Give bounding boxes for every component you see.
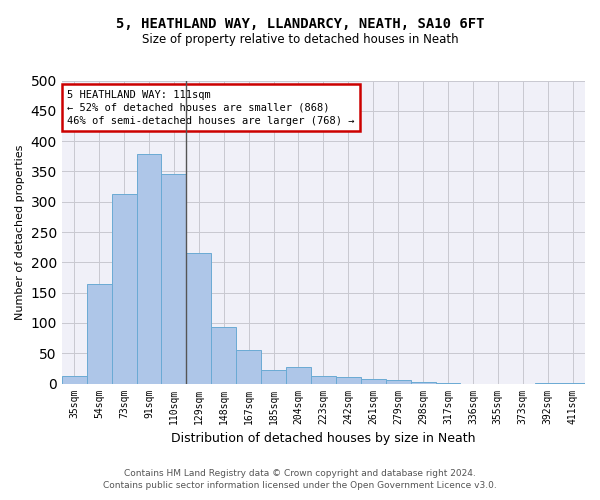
Bar (62, 376, 87, 384)
Bar (560, 383, 585, 384)
Bar (112, 194, 137, 384)
Bar (261, 370, 286, 384)
Y-axis label: Number of detached properties: Number of detached properties (15, 144, 25, 320)
Bar (187, 253, 211, 384)
Bar (311, 376, 336, 384)
Text: 5, HEATHLAND WAY, LLANDARCY, NEATH, SA10 6FT: 5, HEATHLAND WAY, LLANDARCY, NEATH, SA10… (116, 18, 484, 32)
Bar (410, 382, 436, 384)
Text: Contains HM Land Registry data © Crown copyright and database right 2024.
Contai: Contains HM Land Registry data © Crown c… (103, 468, 497, 490)
Bar (336, 378, 361, 384)
Bar (211, 327, 236, 384)
Bar (436, 383, 460, 384)
Bar (137, 154, 161, 384)
Bar (361, 378, 386, 384)
Text: Size of property relative to detached houses in Neath: Size of property relative to detached ho… (142, 32, 458, 46)
Bar (286, 366, 311, 384)
X-axis label: Distribution of detached houses by size in Neath: Distribution of detached houses by size … (171, 432, 476, 445)
Text: 5 HEATHLAND WAY: 111sqm
← 52% of detached houses are smaller (868)
46% of semi-d: 5 HEATHLAND WAY: 111sqm ← 52% of detache… (67, 90, 355, 126)
Bar (386, 380, 410, 384)
Bar (161, 174, 187, 384)
Bar (535, 383, 560, 384)
Bar (87, 284, 112, 384)
Bar (236, 350, 261, 384)
